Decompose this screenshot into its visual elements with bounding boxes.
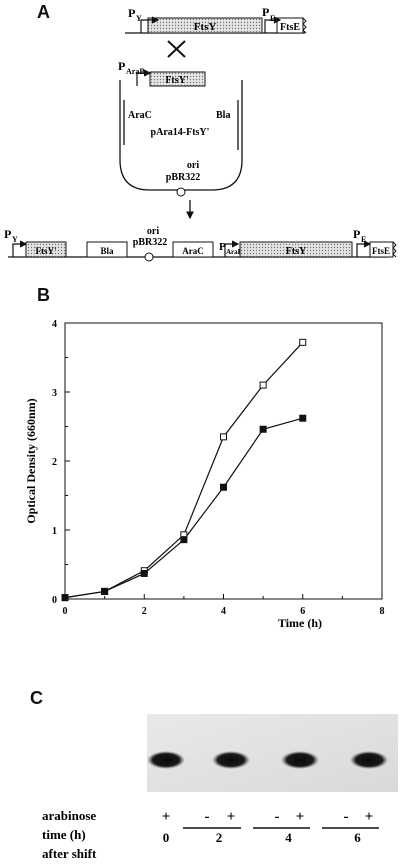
time-value: 0 xyxy=(163,830,170,845)
time-value: 6 xyxy=(354,830,361,845)
arabinose-sign: + xyxy=(296,809,305,825)
x-tick-label: 0 xyxy=(63,606,68,617)
x-axis-label: Time (h) xyxy=(278,616,322,630)
svg-text:Y: Y xyxy=(136,14,142,23)
arabinose-sign: + xyxy=(227,809,236,825)
y-tick-label: 2 xyxy=(52,457,57,468)
svg-text:Bla: Bla xyxy=(100,246,114,256)
svg-text:pBR322: pBR322 xyxy=(166,172,200,183)
data-point-open-square xyxy=(220,433,227,441)
after-shift-label: after shift xyxy=(42,846,97,861)
data-point-open-square xyxy=(299,338,307,346)
svg-text:E: E xyxy=(270,14,275,23)
panel-a-diagram: FtsY FtsE P Y P E FtsY' P AraB AraC Bla … xyxy=(4,5,397,262)
y-tick-label: 4 xyxy=(52,319,57,330)
time-value: 4 xyxy=(285,830,292,845)
arabinose-label: arabinose xyxy=(42,808,96,823)
protein-band xyxy=(281,751,319,769)
bottom-ftse-box xyxy=(369,241,394,258)
series-line-filled-square xyxy=(64,417,303,599)
y-axis-label: Optical Density (660nm) xyxy=(24,398,38,523)
bottom-ftsy-box xyxy=(239,241,353,258)
data-point-filled-square xyxy=(259,425,267,433)
plasmid-name: pAra14-FtsY' xyxy=(151,127,210,138)
pe-label: P xyxy=(262,5,269,19)
svg-text:FtsY: FtsY xyxy=(286,246,307,257)
bottom-arac-box xyxy=(172,241,214,258)
ftsy-prime-box xyxy=(149,71,206,87)
y-tick-label: 3 xyxy=(52,388,57,399)
arac-label: AraC xyxy=(128,110,152,121)
series-line-open-square xyxy=(64,341,304,599)
arabinose-sign: + xyxy=(162,809,171,825)
data-point-filled-square xyxy=(101,587,109,595)
data-point-filled-square xyxy=(220,483,227,491)
x-tick-label: 6 xyxy=(300,606,305,617)
protein-band xyxy=(147,751,185,769)
protein-band xyxy=(212,751,250,769)
svg-text:FtsY': FtsY' xyxy=(165,75,189,86)
panel-c-letter: C xyxy=(30,688,43,708)
svg-text:P: P xyxy=(4,227,11,241)
ftsy-gene-box xyxy=(147,17,263,34)
svg-text:AraB: AraB xyxy=(126,67,145,76)
x-tick-label: 2 xyxy=(142,606,147,617)
parab-label: P xyxy=(118,59,125,73)
svg-text:AraC: AraC xyxy=(182,246,204,256)
arabinose-sign: + xyxy=(365,809,374,825)
time-value: 2 xyxy=(216,830,223,845)
y-tick-label: 1 xyxy=(52,526,57,537)
svg-text:ori: ori xyxy=(187,160,199,171)
svg-text:E: E xyxy=(361,235,366,244)
svg-text:pBR322: pBR322 xyxy=(133,237,167,248)
y-tick-label: 0 xyxy=(52,595,57,606)
data-point-filled-square xyxy=(140,569,148,577)
data-point-filled-square xyxy=(180,536,188,544)
arabinose-sign: - xyxy=(344,809,349,825)
arabinose-sign: - xyxy=(205,809,210,825)
ftsy-label: FtsY xyxy=(194,21,217,33)
data-point-open-square xyxy=(259,381,267,389)
data-point-filled-square xyxy=(61,594,69,602)
x-tick-label: 8 xyxy=(380,606,385,617)
x-tick-label: 4 xyxy=(221,606,226,617)
py-label: P xyxy=(128,6,135,20)
time-label: time (h) xyxy=(42,827,86,842)
svg-text:AraB: AraB xyxy=(226,248,243,256)
bottom-ftsy-prime-box xyxy=(25,241,67,258)
growth-chart: 0 2 4 6 8 0 1 2 3 4 Optical Density (660nm) Time … xyxy=(24,319,385,630)
svg-text:P: P xyxy=(353,227,360,241)
bla-label: Bla xyxy=(216,110,230,121)
protein-band xyxy=(350,751,388,769)
data-point-filled-square xyxy=(299,414,307,422)
svg-text:P: P xyxy=(219,241,226,253)
panel-b-letter: B xyxy=(37,285,50,305)
plot-frame xyxy=(64,322,383,600)
svg-text:Y: Y xyxy=(12,235,18,244)
svg-text:FtsY': FtsY' xyxy=(36,246,57,256)
bottom-ori-circle-icon xyxy=(144,252,154,262)
svg-text:ori: ori xyxy=(147,226,159,237)
ftse-gene-box xyxy=(276,17,304,34)
ori-circle-icon xyxy=(176,187,186,197)
arabinose-sign: - xyxy=(275,809,280,825)
panel-a-letter: A xyxy=(37,2,50,22)
ftse-label: FtsE xyxy=(280,22,300,33)
svg-text:FtsE: FtsE xyxy=(372,246,390,256)
bottom-bla-box xyxy=(86,241,128,258)
blot-membrane xyxy=(147,714,398,792)
